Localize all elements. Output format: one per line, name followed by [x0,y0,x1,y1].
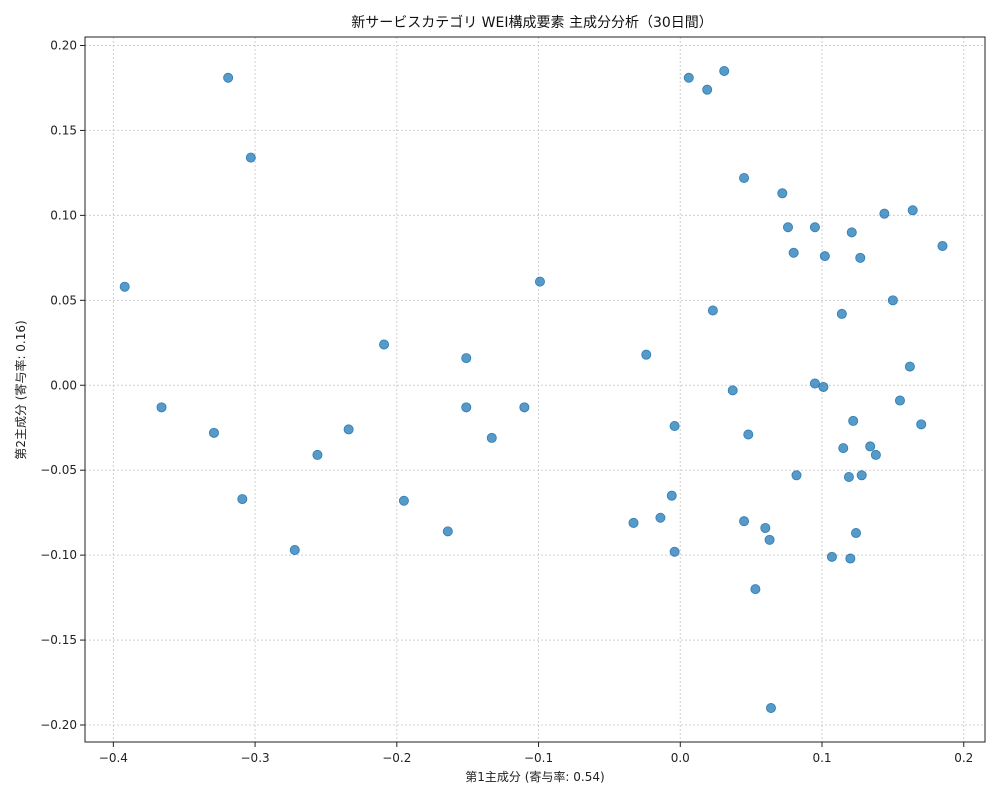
x-axis-title: 第1主成分 (寄与率: 0.54) [465,769,604,784]
data-point [312,449,323,460]
data-point [655,512,666,523]
y-tick-label: 0.05 [50,293,77,307]
data-point [879,208,890,219]
y-tick-label: −0.05 [40,463,77,477]
data-point [765,703,776,714]
x-tick-label: 0.2 [954,751,973,765]
data-point [461,402,472,413]
x-tick-label: 0.0 [671,751,690,765]
y-tick-label: 0.10 [50,208,77,222]
data-point [534,276,545,287]
data-point [894,395,905,406]
y-tick-label: −0.20 [40,718,77,732]
grid-layer [85,37,985,742]
data-point [855,252,866,263]
data-point [743,429,754,440]
data-point [887,295,898,306]
data-point [777,188,788,199]
data-point [237,494,248,505]
ticks-layer: −0.4 −0.3 −0.2 −0.1 0.0 0.1 0.2 −0.20 −0.15 −0.10… [40,38,973,765]
plot-frame [84,36,986,743]
data-point [791,470,802,481]
data-point [398,495,409,506]
data-point [702,84,713,95]
y-tick-label: −0.15 [40,633,77,647]
data-point [865,441,876,452]
data-point [669,546,680,557]
data-point [838,443,849,454]
x-tick-label: −0.3 [241,751,270,765]
data-point [809,378,820,389]
data-point [223,72,234,83]
x-tick-label: −0.1 [524,751,553,765]
data-point [851,528,862,539]
data-point [683,72,694,83]
data-point [289,545,300,556]
y-axis-title: 第2主成分 (寄与率: 0.16) [13,320,28,459]
data-point [519,402,530,413]
data-point [819,251,830,262]
data-point [245,152,256,163]
data-point [641,349,652,360]
data-point [442,526,453,537]
data-point [818,381,829,392]
data-point [764,534,775,545]
chart-title: 新サービスカテゴリ WEI構成要素 主成分分析（30日間） [351,14,713,31]
data-point [907,205,918,216]
data-point [937,240,948,251]
data-point [666,490,677,501]
data-point [916,419,927,430]
data-point [669,421,680,432]
data-point [845,553,856,564]
data-point [119,281,130,292]
data-point [379,339,390,350]
y-tick-label: 0.00 [50,378,77,392]
data-point [343,424,354,435]
data-point [788,247,799,258]
data-point [628,517,639,528]
data-point [739,516,750,527]
points-layer [119,65,948,714]
data-point [719,65,730,76]
data-point [760,522,771,533]
data-point [904,361,915,372]
data-point [750,584,761,595]
data-point [461,353,472,364]
data-point [809,222,820,233]
y-tick-label: 0.20 [50,38,77,52]
x-tick-label: −0.2 [382,751,411,765]
data-point [826,551,837,562]
data-point [836,308,847,319]
data-point [727,385,738,396]
x-tick-label: −0.4 [99,751,128,765]
data-point [707,305,718,316]
data-point [848,415,859,426]
data-point [739,172,750,183]
data-point [843,471,854,482]
y-tick-label: −0.10 [40,548,77,562]
data-point [870,449,881,460]
x-tick-label: 0.1 [812,751,831,765]
data-point [486,432,497,443]
y-tick-label: 0.15 [50,123,77,137]
data-point [856,470,867,481]
data-point [846,227,857,238]
data-point [208,427,219,438]
data-point [156,402,167,413]
data-point [782,222,793,233]
